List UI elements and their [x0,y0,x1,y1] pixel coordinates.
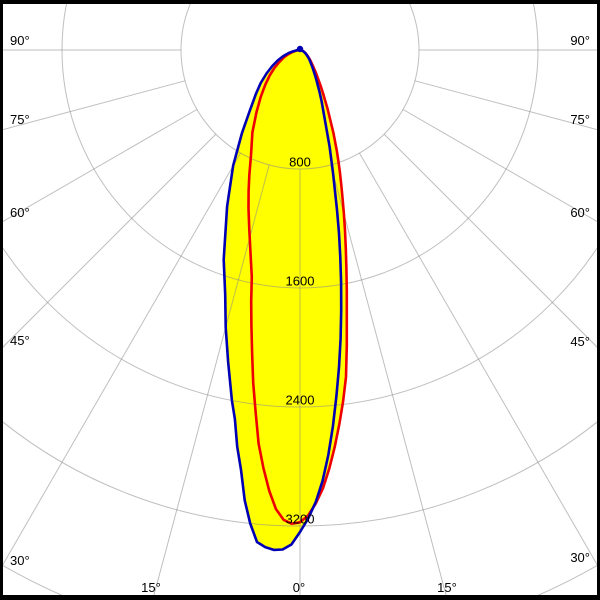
angle-label-left-4: 30° [10,553,30,568]
curve-blue [222,48,343,552]
angle-label-right-1: 75° [570,112,590,127]
frame-top [0,0,600,4]
angle-label-right-2: 60° [570,205,590,220]
grid-ray-30 [359,152,597,566]
grid-ray-60 [402,109,597,223]
frame-left [0,0,3,600]
ring-label-3200: 3200 [286,512,315,527]
angle-label-bottom-2: 15° [437,580,457,595]
grid-ray--45 [3,133,217,348]
ring-labels: 800 1600 2400 3200 [286,155,315,527]
frame-bottom [0,595,600,600]
ring-label-1600: 1600 [286,274,315,289]
angle-label-left-3: 45° [10,333,30,348]
grid-ray--30 [3,152,241,566]
ring-label-800: 800 [289,155,311,170]
angle-label-left-0: 90° [10,33,30,48]
grid-ray-15 [330,164,447,595]
grid-ray--15 [153,164,270,595]
angle-label-bottom-0: 15° [141,580,161,595]
angle-label-right-4: 30° [570,550,590,565]
angle-label-right-3: 45° [570,334,590,349]
angle-labels: 90° 75° 60° 45° 30° 90° 75° 60° 45° 30° 15° 0° 15° [10,33,590,595]
angle-label-right-0: 90° [570,33,590,48]
grid-ray--75 [3,80,186,131]
angle-label-bottom-1: 0° [293,580,305,595]
frame-right [597,0,600,600]
angle-label-left-1: 75° [10,112,30,127]
grid-ray--60 [3,109,198,223]
origin-marker-dot [296,45,304,53]
angle-label-left-2: 60° [10,205,30,220]
ring-label-2400: 2400 [286,393,315,408]
grid-ray-45 [383,133,597,348]
lobe-fill-red [248,50,347,524]
grid-ray-75 [414,80,597,131]
